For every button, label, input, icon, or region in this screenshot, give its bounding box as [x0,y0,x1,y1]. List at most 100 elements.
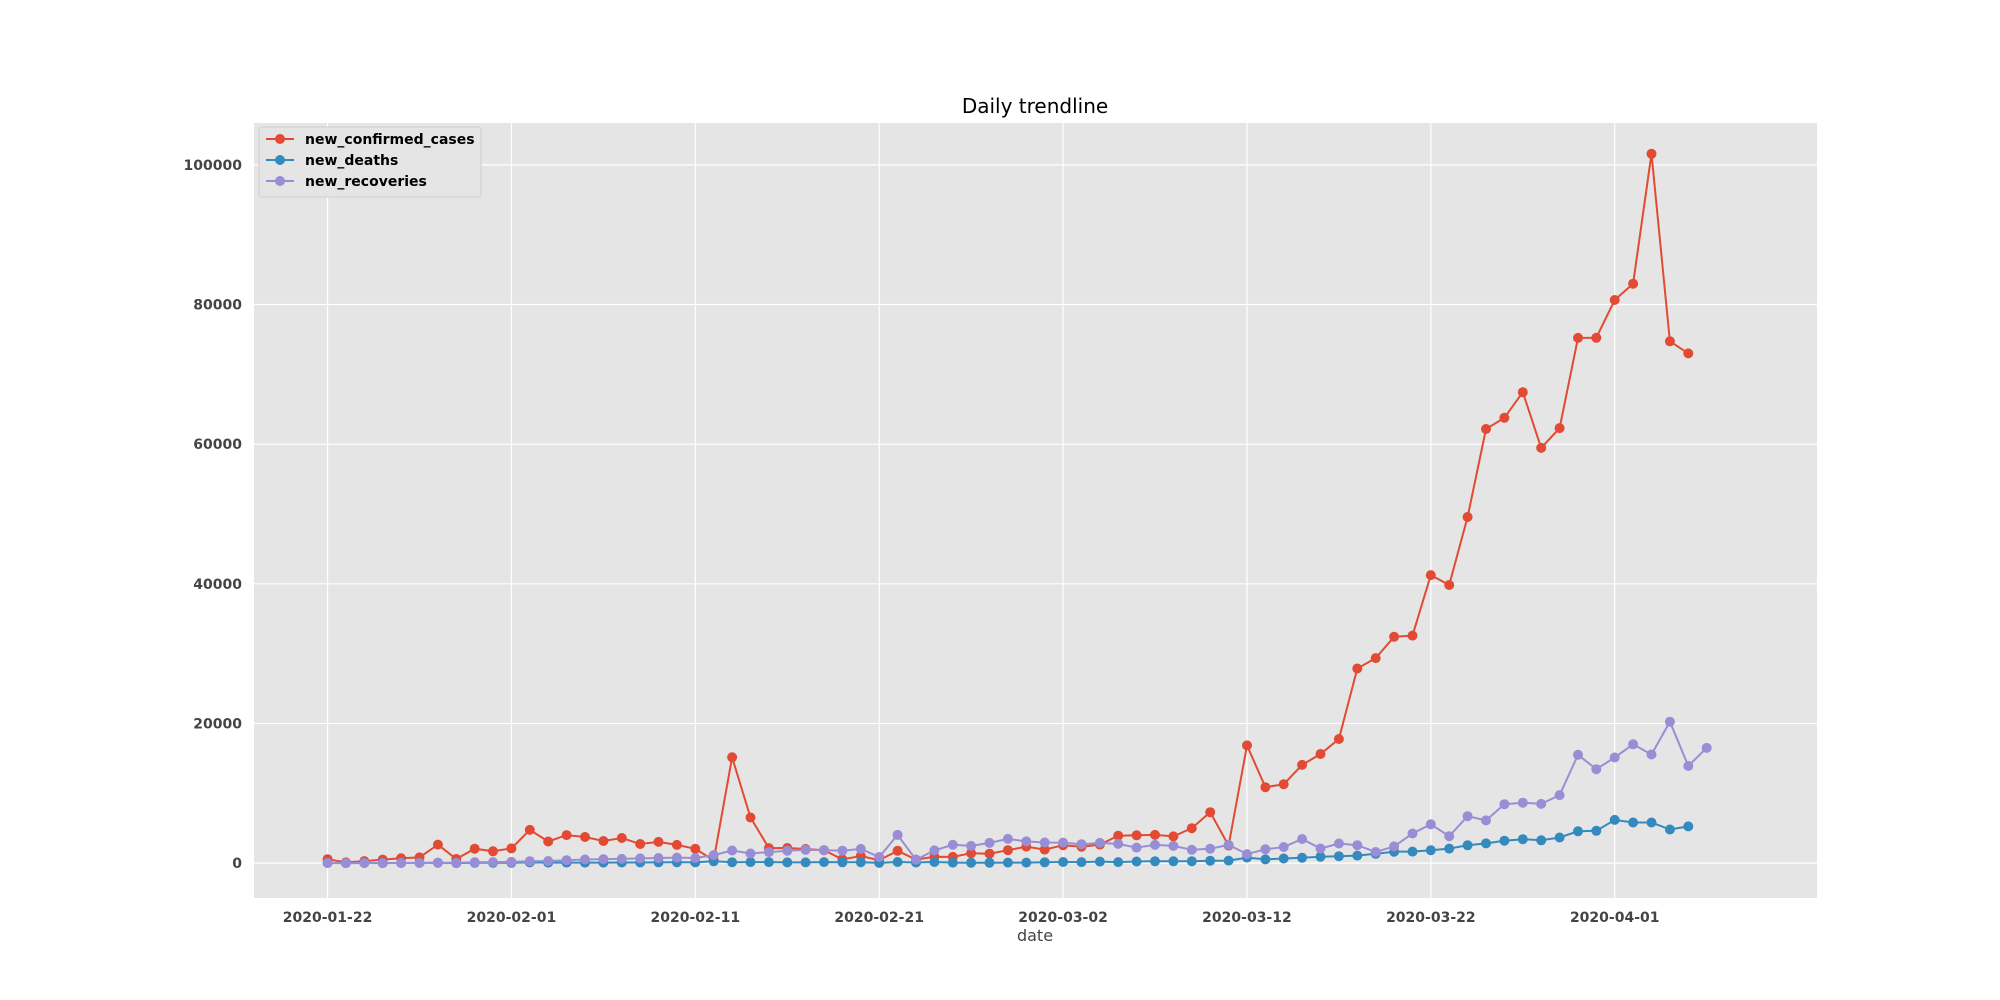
legend-item-new_confirmed_cases[interactable]: new_confirmed_cases [266,132,475,148]
data-point [1517,834,1528,845]
data-point [1554,790,1565,801]
data-point [1389,841,1400,852]
data-point [340,858,351,869]
data-point [1333,851,1344,862]
data-point [819,845,829,856]
data-point [1168,831,1179,842]
data-point [1352,663,1363,674]
data-point [1683,348,1694,359]
data-point [892,829,903,840]
data-point [432,839,443,850]
data-point [561,830,572,841]
data-point [1591,332,1602,343]
data-point [1094,856,1105,867]
data-point [800,857,811,868]
data-point [1462,512,1473,522]
data-point [616,853,627,864]
data-point [1573,749,1583,760]
data-point [1131,856,1142,867]
data-point [1609,295,1620,305]
data-point [469,857,480,868]
y-tick-label: 80000 [193,298,242,314]
legend-item-new_recoveries[interactable]: new_recoveries [266,174,427,190]
data-point [598,836,609,846]
data-point [966,857,977,868]
data-point [1278,842,1289,852]
data-point [1425,845,1436,856]
data-point [1664,716,1675,727]
legend-box [258,126,482,198]
data-point [892,845,903,856]
data-point [359,858,370,868]
data-point [1002,833,1013,844]
data-point [1425,570,1436,581]
data-point [855,843,866,854]
data-point [1058,837,1069,848]
data-point [322,857,333,868]
legend-marker [275,155,285,165]
data-point [580,832,590,842]
data-point [1352,850,1363,861]
data-point [1076,839,1087,850]
data-point [1260,854,1271,865]
data-point [1646,817,1657,828]
series-group [322,148,1712,869]
data-point [524,856,535,867]
data-point [1499,835,1510,846]
data-point [782,857,793,868]
data-point [1315,749,1326,759]
data-point [1039,857,1050,868]
data-point [1407,828,1418,839]
data-point [1481,838,1491,849]
data-point [837,857,848,868]
data-point [1297,852,1308,863]
data-point [1076,857,1087,868]
data-point [1039,837,1050,848]
data-point [763,857,774,868]
data-point [1407,630,1418,641]
legend-label: new_deaths [305,153,398,169]
data-point [1536,798,1547,809]
data-point [1646,749,1657,760]
data-point [451,857,462,868]
x-tick-label: 2020-01-22 [283,910,373,926]
data-point [1150,829,1160,840]
data-point [1462,840,1473,851]
legend[interactable]: new_confirmed_cases new_deaths new_recover… [258,126,482,198]
legend-marker [275,176,285,186]
legend-item-new_deaths[interactable]: new_deaths [266,153,398,169]
data-point [543,856,554,866]
data-point [561,855,572,866]
data-point [1002,845,1013,856]
data-point [874,852,885,862]
data-point [911,854,921,865]
data-point [598,854,609,865]
data-point [1536,442,1547,453]
data-point [984,857,995,868]
data-point [819,857,829,868]
data-point [1260,844,1271,855]
data-point [1683,761,1694,771]
data-point [1278,853,1289,864]
data-point [653,853,664,863]
data-point [1039,844,1050,855]
data-point [635,853,646,864]
data-point [1278,779,1289,790]
data-point [1664,336,1675,347]
data-point [1389,631,1400,642]
data-point [745,848,756,859]
data-point [1536,835,1547,846]
data-point [1333,734,1344,744]
data-point [745,857,756,868]
chart-title: Daily trendline [962,94,1108,118]
data-point [1297,759,1308,770]
data-point [1021,836,1032,847]
data-point [671,852,682,863]
series-line [327,719,1708,865]
x-tick-label: 2020-02-01 [467,910,557,926]
data-point [1150,856,1160,867]
data-point [580,854,590,865]
data-point [1021,857,1032,868]
y-tick-label: 60000 [193,437,242,453]
